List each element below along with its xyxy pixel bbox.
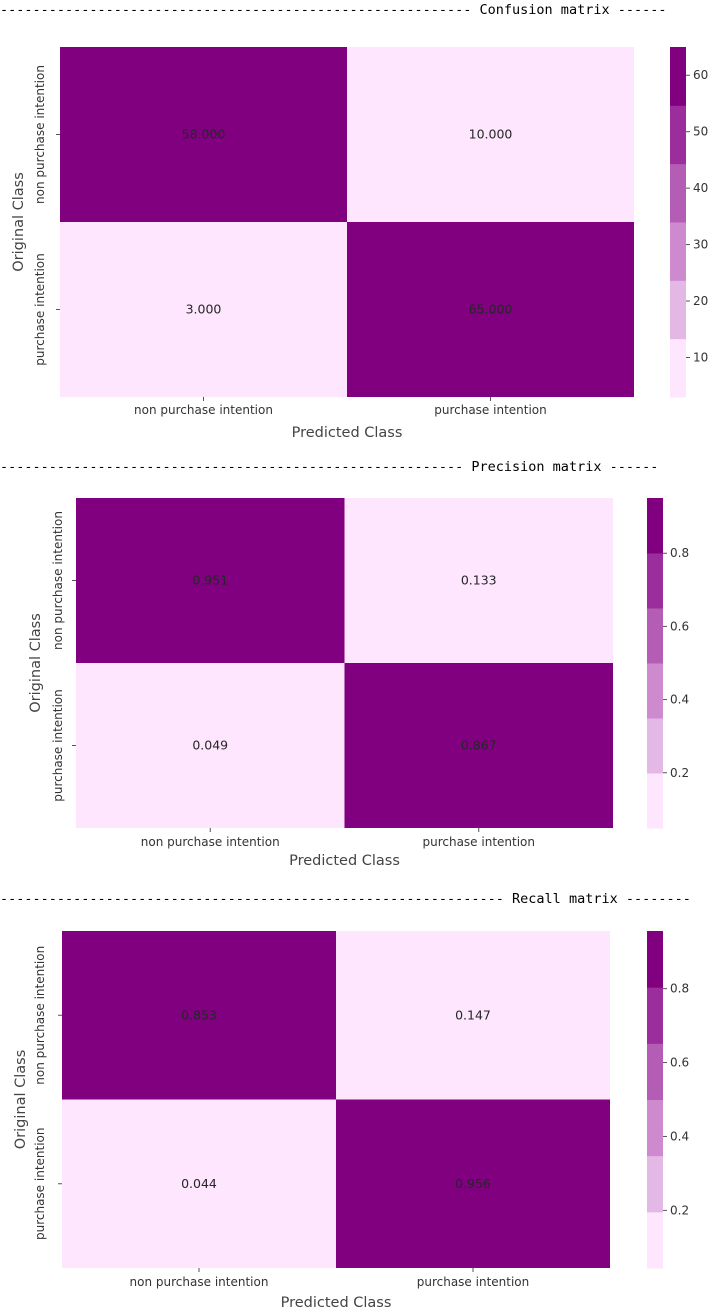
colorbar-segment xyxy=(647,1099,663,1157)
y-tick-label: non purchase intention xyxy=(33,65,47,204)
cell-value-label: 0.147 xyxy=(455,1007,491,1022)
heatmap-cell xyxy=(347,47,634,222)
colorbar-tick-label: 0.6 xyxy=(670,619,689,633)
heatmap-2: 0.853 0.147 0.044 0.956 non purchase intenti… xyxy=(13,931,689,1311)
x-tick-label: non purchase intention xyxy=(134,403,273,417)
colorbar-tick-label: 0.2 xyxy=(670,1203,689,1217)
y-tick-label: purchase intention xyxy=(33,253,47,366)
colorbar-segment xyxy=(647,553,663,609)
colorbar-segment xyxy=(670,338,686,398)
x-axis-label: Predicted Class xyxy=(281,1295,392,1311)
colorbar-tick-label: 10 xyxy=(693,350,708,364)
colorbar-tick-label: 60 xyxy=(693,68,708,82)
colorbar-segment xyxy=(670,222,686,281)
heatmap-0: 58.000 10.000 3.000 65.000 non purchase inte… xyxy=(11,47,708,441)
colorbar-tick-label: 0.2 xyxy=(670,766,689,780)
y-tick-label: purchase intention xyxy=(51,689,65,802)
colorbar-segment xyxy=(647,1211,663,1269)
x-axis-label: Predicted Class xyxy=(292,425,403,441)
colorbar-tick-label: 0.4 xyxy=(670,1129,689,1143)
y-tick-label: non purchase intention xyxy=(33,946,47,1085)
heatmap-cell xyxy=(336,1099,610,1268)
cell-value-label: 0.867 xyxy=(461,738,497,753)
colorbar-segment xyxy=(647,1043,663,1100)
precision-matrix-header: ----------------------------------------… xyxy=(0,459,659,475)
y-tick-label: non purchase intention xyxy=(51,511,65,650)
colorbar-tick-label: 0.8 xyxy=(670,982,689,996)
y-axis-label: Original Class xyxy=(28,613,44,713)
heatmap-cell xyxy=(60,47,347,222)
colorbar-segment xyxy=(647,498,663,554)
colorbar-tick-label: 0.4 xyxy=(670,693,689,707)
heatmap-cell xyxy=(336,931,610,1100)
heatmap-cell xyxy=(60,222,347,397)
heatmap-cell xyxy=(62,1099,336,1268)
cell-value-label: 10.000 xyxy=(469,127,513,142)
cell-value-label: 0.044 xyxy=(181,1176,217,1191)
heatmap-cell xyxy=(347,222,634,397)
heatmap-cell xyxy=(76,663,345,828)
cell-value-label: 0.049 xyxy=(192,738,228,753)
cell-value-label: 0.133 xyxy=(461,573,497,588)
colorbar-segment xyxy=(670,280,686,340)
cell-value-label: 0.956 xyxy=(455,1176,491,1191)
heatmap-1: 0.951 0.133 0.049 0.867 non purchase intenti… xyxy=(28,498,689,869)
colorbar-segment xyxy=(647,608,663,664)
cell-value-label: 58.000 xyxy=(182,127,226,142)
colorbar-segment xyxy=(670,47,686,106)
heatmap-cell xyxy=(344,663,613,828)
y-axis-label: Original Class xyxy=(11,172,27,272)
x-tick-label: purchase intention xyxy=(417,1275,530,1289)
heatmap-cell xyxy=(344,498,613,663)
heatmap-cell xyxy=(76,498,345,663)
x-tick-label: non purchase intention xyxy=(141,835,280,849)
cell-value-label: 0.853 xyxy=(181,1007,217,1022)
colorbar-segment xyxy=(670,105,686,165)
x-axis-label: Predicted Class xyxy=(289,853,400,869)
confusion-matrix-header: ----------------------------------------… xyxy=(0,2,667,18)
colorbar-tick-label: 50 xyxy=(693,125,708,139)
colorbar-segment xyxy=(647,1155,663,1213)
cell-value-label: 3.000 xyxy=(186,302,222,317)
x-tick-label: purchase intention xyxy=(422,835,535,849)
colorbar-segment xyxy=(647,931,663,988)
cell-value-label: 0.951 xyxy=(192,573,228,588)
colorbar-tick-label: 30 xyxy=(693,238,708,252)
y-axis-label: Original Class xyxy=(13,1050,29,1150)
x-tick-label: non purchase intention xyxy=(130,1275,269,1289)
heatmap-cell xyxy=(62,931,336,1100)
colorbar-tick-label: 0.6 xyxy=(670,1056,689,1070)
colorbar-segment xyxy=(647,773,663,829)
colorbar-tick-label: 20 xyxy=(693,294,708,308)
y-tick-label: purchase intention xyxy=(33,1127,47,1240)
colorbar-segment xyxy=(647,718,663,774)
x-tick-label: purchase intention xyxy=(434,403,547,417)
colorbar-segment xyxy=(647,663,663,719)
cell-value-label: 65.000 xyxy=(469,302,513,317)
recall-matrix-header: ----------------------------------------… xyxy=(0,891,691,907)
colorbar-segment xyxy=(647,987,663,1044)
colorbar-tick-label: 40 xyxy=(693,181,708,195)
colorbar-segment xyxy=(670,163,686,223)
colorbar-tick-label: 0.8 xyxy=(670,546,689,560)
